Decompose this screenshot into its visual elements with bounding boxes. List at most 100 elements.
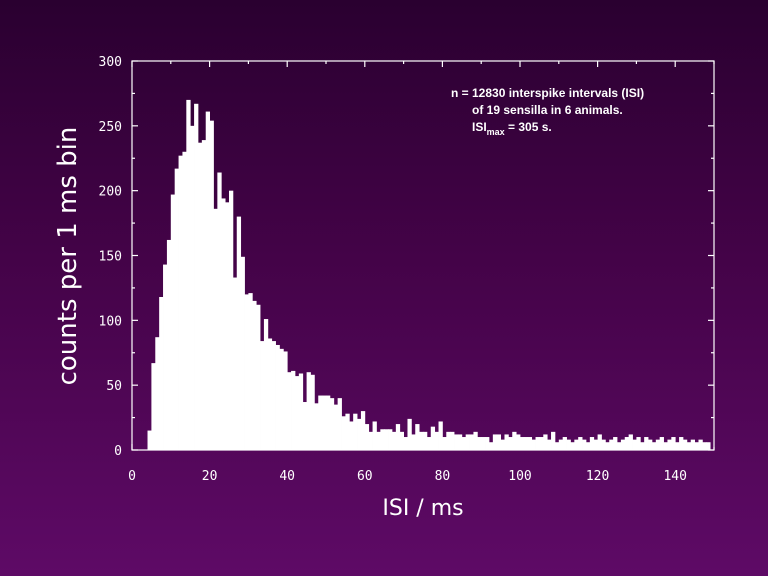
histogram-bar (698, 439, 703, 450)
histogram-bar (147, 430, 152, 450)
histogram-bar (535, 437, 540, 450)
histogram-bar (310, 374, 315, 450)
histogram-bar (302, 402, 307, 450)
histogram-bar (275, 344, 280, 450)
histogram-bar (558, 439, 564, 450)
histogram-bar (500, 439, 505, 450)
histogram-bar (551, 431, 556, 450)
histogram-bar (523, 437, 529, 450)
x-axis-label: ISI / ms (382, 496, 463, 521)
x-tick-label: 80 (435, 469, 451, 484)
histogram-bar (353, 413, 358, 450)
x-tick-label: 120 (586, 469, 609, 484)
histogram-bar (279, 348, 284, 450)
histogram-bar (632, 439, 637, 450)
histogram-bar (520, 437, 525, 450)
histogram-bar (570, 442, 575, 450)
histogram-bar (543, 434, 548, 450)
histogram-bar (329, 398, 335, 450)
histogram-bar (291, 370, 296, 450)
histogram-bar (640, 442, 645, 450)
histogram-bar (221, 198, 226, 450)
histogram-bar (593, 439, 598, 450)
histogram-bar (690, 439, 695, 450)
histogram-bar (337, 398, 342, 450)
histogram-bar (170, 194, 176, 450)
histogram-bar (213, 208, 218, 450)
histogram-bar (357, 418, 362, 450)
histogram-bar (267, 338, 273, 450)
histogram-bar (201, 140, 207, 450)
histogram-bar (504, 434, 509, 450)
histogram-bar (675, 442, 680, 450)
histogram-bar (461, 437, 467, 450)
histogram-bar (659, 437, 664, 450)
histogram-bar (469, 434, 474, 450)
histogram-bar (585, 442, 591, 450)
histogram-bar (163, 264, 168, 450)
histogram-bar (617, 442, 622, 450)
histogram-bar (322, 395, 327, 450)
y-tick-label: 250 (99, 120, 122, 135)
histogram-bar (442, 437, 447, 450)
histogram-bar (566, 439, 571, 450)
histogram-bar (423, 431, 428, 450)
y-axis-label: counts per 1 ms bin (53, 127, 83, 386)
histogram-bar (601, 439, 606, 450)
histogram-bar (232, 277, 238, 450)
histogram-bar (217, 172, 222, 450)
histogram-bar (314, 403, 319, 450)
histogram-bar (679, 437, 684, 450)
histogram-bar (605, 442, 610, 450)
histogram-bar (539, 437, 544, 450)
histogram-bar (426, 437, 432, 450)
histogram-bar (636, 437, 641, 450)
histogram-bar (236, 216, 242, 450)
histogram-bar (391, 431, 397, 450)
histogram-bar (531, 439, 536, 450)
histogram-bar (609, 439, 614, 450)
histogram-bar (395, 424, 401, 450)
histogram-bar (620, 439, 626, 450)
histogram-bar (508, 437, 513, 450)
y-tick-label: 50 (106, 379, 122, 394)
histogram-bar (178, 155, 183, 450)
histogram-bar (485, 437, 490, 450)
histogram-bar (648, 439, 653, 450)
histogram-bar (488, 442, 494, 450)
histogram-bar (229, 190, 234, 450)
histogram-bar (547, 439, 552, 450)
histogram-bar (454, 434, 459, 450)
annotation-isi-label: ISI (472, 120, 487, 134)
x-tick-label: 60 (357, 469, 373, 484)
histogram-bar (318, 395, 323, 450)
histogram-bar (492, 434, 498, 450)
histogram-bar (516, 434, 521, 450)
histogram-bar (651, 442, 657, 450)
y-tick-label: 100 (99, 314, 122, 329)
x-tick-label: 140 (663, 469, 686, 484)
histogram-bar (244, 294, 249, 450)
histogram-bar (419, 431, 424, 450)
histogram-bar (298, 373, 304, 450)
histogram-bar (155, 337, 160, 450)
histogram-bar (465, 434, 470, 450)
histogram-bar (345, 413, 350, 450)
histogram-bar (256, 304, 261, 450)
histogram-bar (655, 439, 661, 450)
histogram-bar (527, 437, 533, 450)
histogram-bar (411, 434, 416, 450)
histogram-bar (182, 151, 187, 450)
y-tick-label: 200 (99, 185, 122, 200)
histogram-bar (582, 439, 587, 450)
x-tick-label: 20 (202, 469, 218, 484)
histogram-bar (450, 431, 455, 450)
histogram-bar (477, 437, 482, 450)
histogram-bar (294, 376, 300, 450)
histogram-bar (240, 256, 245, 450)
histogram-bar (496, 434, 501, 450)
histogram-bar (194, 103, 199, 450)
x-tick-label: 40 (279, 469, 295, 484)
histogram-bar (376, 431, 381, 450)
